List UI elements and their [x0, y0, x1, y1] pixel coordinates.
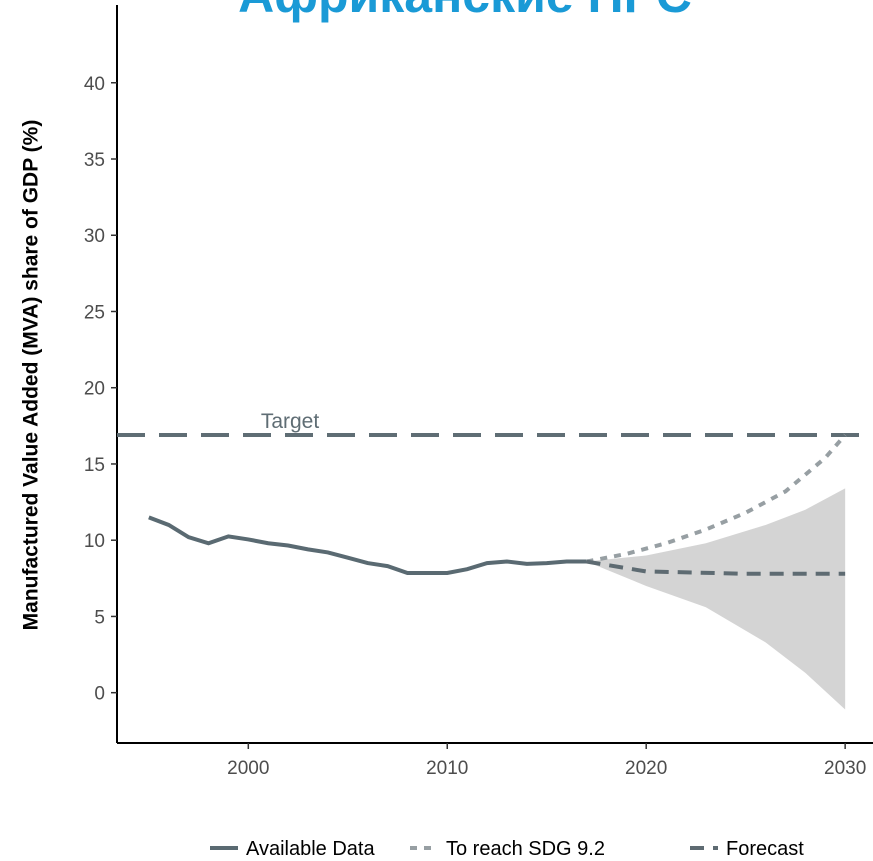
- target-label: Target: [261, 410, 320, 433]
- x-tick-label: 2010: [426, 758, 468, 779]
- x-tick-label: 2030: [824, 758, 866, 779]
- y-tick-label: 0: [94, 684, 105, 705]
- y-axis-label: Manufactured Value Added (MVA) share of …: [20, 120, 43, 631]
- x-tick-label: 2000: [227, 758, 269, 779]
- chart-title: Африканские НРС: [238, 0, 692, 23]
- forecast-band: [586, 488, 846, 710]
- y-tick-label: 10: [84, 531, 105, 552]
- series-line: [148, 515, 587, 575]
- legend-label: Available Data: [246, 838, 375, 860]
- legend-label: Forecast: [726, 838, 804, 860]
- x-tick-label: 2020: [625, 758, 667, 779]
- y-tick-label: 25: [84, 302, 105, 323]
- y-tick-label: 35: [84, 150, 105, 171]
- y-tick-label: 20: [84, 379, 105, 400]
- y-tick-label: 5: [94, 607, 105, 628]
- y-tick-label: 40: [84, 74, 105, 95]
- series-line: [586, 559, 846, 576]
- series-line: [586, 433, 847, 564]
- y-tick-label: 30: [84, 226, 105, 247]
- legend-label: To reach SDG 9.2: [446, 838, 605, 860]
- y-tick-label: 15: [84, 455, 105, 476]
